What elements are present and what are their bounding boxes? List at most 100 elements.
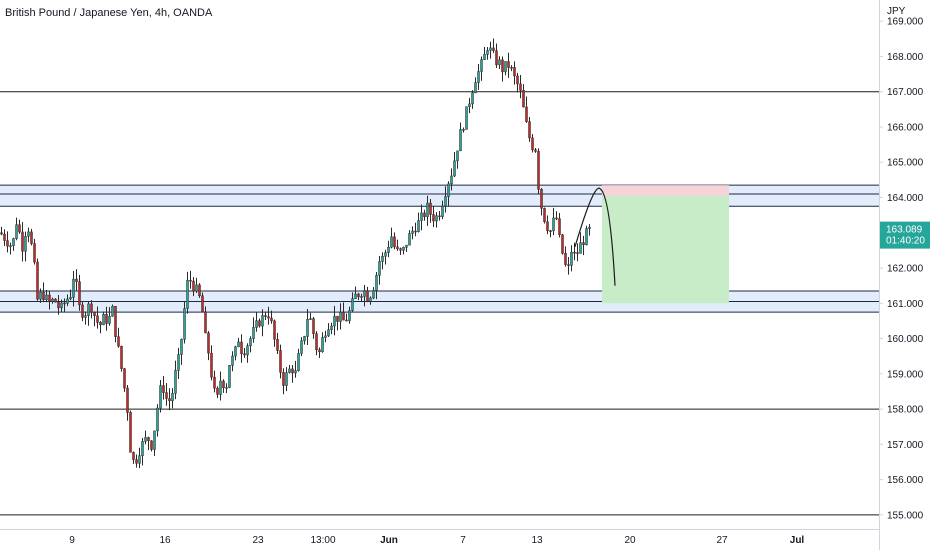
candle (213, 370, 216, 393)
candle (315, 331, 318, 356)
candle-body (384, 252, 387, 257)
candle-body (579, 242, 582, 254)
candle (177, 347, 180, 380)
candle (330, 322, 333, 335)
candle (120, 345, 123, 372)
candle (168, 388, 171, 411)
candle-body (333, 315, 336, 327)
candle-body (240, 341, 243, 354)
candle (285, 367, 288, 392)
time-tick-label: Jul (790, 535, 805, 546)
candle (375, 271, 378, 300)
candle-body (210, 352, 213, 378)
candle (222, 379, 225, 393)
candle (459, 122, 462, 152)
candle-body (39, 291, 42, 300)
candle-body (573, 251, 576, 254)
candle (111, 304, 114, 317)
time-axis[interactable]: 9 16 23 13:00 Jun 7 13 20 27 Jul (69, 535, 804, 546)
candle (513, 61, 516, 85)
candle-body (207, 332, 210, 354)
candle-body (237, 341, 240, 348)
candle (153, 430, 156, 456)
candle-body (294, 370, 297, 374)
candle-body (54, 298, 57, 303)
candle-body (465, 106, 468, 130)
price-axis[interactable]: 169.000 168.000 167.000 166.000 165.000 164.0… (879, 17, 924, 522)
candle-body (201, 295, 204, 313)
candle (15, 217, 18, 241)
time-tick-label: 13 (531, 535, 543, 546)
projection-curve (574, 187, 616, 286)
candle-body (126, 387, 129, 413)
candle-body (588, 226, 591, 229)
candle (228, 365, 231, 389)
candle (33, 238, 36, 265)
candle (339, 303, 342, 330)
candle (114, 306, 117, 343)
candle (192, 277, 195, 297)
candle (336, 315, 339, 331)
candle (261, 309, 264, 337)
candle-body (339, 311, 342, 322)
time-tick-label: 27 (716, 535, 728, 546)
candle-body (168, 398, 171, 402)
candle (585, 225, 588, 246)
candle-body (273, 320, 276, 340)
candle-body (477, 71, 480, 83)
candle (198, 283, 201, 298)
candle (54, 298, 57, 303)
take-profit-area[interactable] (602, 195, 729, 304)
candle-body (234, 346, 237, 357)
candle-body (264, 315, 267, 317)
candle-body (312, 318, 315, 334)
candle (132, 451, 135, 464)
candle (363, 284, 366, 307)
time-tick-label: 23 (252, 535, 264, 546)
candle (159, 379, 162, 413)
candle (66, 294, 69, 307)
currency-label: JPY (887, 6, 906, 17)
time-tick-label: Jun (380, 535, 398, 546)
bar-countdown: 01:40:20 (886, 236, 925, 247)
candle-body (468, 103, 471, 107)
candle-body (147, 437, 150, 442)
candle-body (486, 50, 489, 55)
candle-body (111, 306, 114, 317)
time-tick-label: 9 (69, 535, 75, 546)
candle (492, 38, 495, 54)
candle (180, 338, 183, 365)
candle-body (156, 407, 159, 432)
candle (357, 292, 360, 301)
candle (258, 318, 261, 328)
price-tick-label: 164.000 (887, 193, 924, 204)
candle-body (552, 217, 555, 232)
candle (525, 96, 528, 123)
candle (441, 200, 444, 220)
candle (93, 311, 96, 327)
candle (306, 308, 309, 346)
candle (201, 292, 204, 313)
candle-body (297, 353, 300, 371)
candle (207, 330, 210, 361)
candle-body (135, 459, 138, 464)
candle-body (177, 354, 180, 371)
candle-body (387, 246, 390, 253)
candle-body (276, 339, 279, 351)
position-tool[interactable] (602, 185, 729, 304)
candle-body (498, 59, 501, 66)
candle-body (180, 339, 183, 355)
candle-body (204, 311, 207, 334)
candle (18, 219, 21, 234)
candle (483, 46, 486, 60)
candle (516, 72, 519, 93)
candle-body (567, 264, 570, 266)
candle (414, 222, 417, 237)
candle-body (18, 224, 21, 233)
candle-body (432, 214, 435, 222)
candle-body (138, 455, 141, 464)
candle (141, 437, 144, 466)
candle (165, 383, 168, 406)
stop-loss-area[interactable] (602, 185, 729, 196)
